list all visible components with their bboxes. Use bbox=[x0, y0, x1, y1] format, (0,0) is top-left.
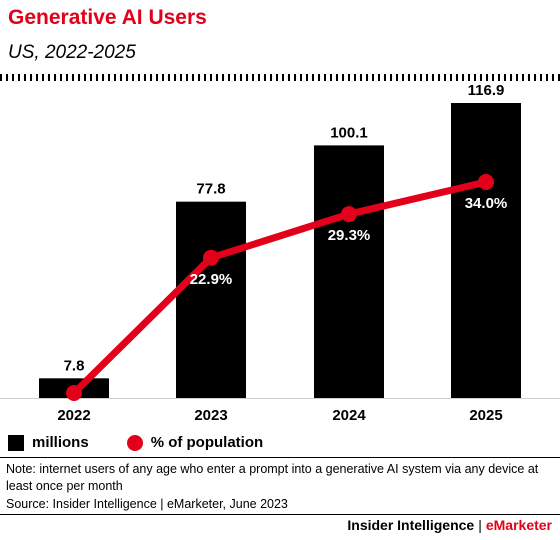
population-point-2025 bbox=[478, 174, 494, 190]
decorative-stripe-band bbox=[0, 74, 560, 81]
population-point-2024 bbox=[341, 206, 357, 223]
chart-subtitle: US, 2022-2025 bbox=[8, 42, 136, 63]
legend-label-millions: millions bbox=[32, 434, 89, 451]
chart-source: Source: Insider Intelligence | eMarketer… bbox=[6, 497, 288, 511]
bar-value-label-2023: 77.8 bbox=[196, 181, 225, 198]
x-tick-label-2023: 2023 bbox=[194, 407, 227, 424]
footer-separator: | bbox=[478, 517, 482, 533]
population-point-2022 bbox=[66, 385, 82, 401]
population-label-2024: 29.3% bbox=[328, 227, 371, 244]
bar-2025 bbox=[451, 103, 521, 398]
bar-swatch-icon bbox=[8, 434, 24, 451]
bar-2023 bbox=[176, 201, 246, 398]
legend-item-population: % of population bbox=[126, 434, 264, 451]
population-point-2023 bbox=[203, 249, 219, 266]
bar-value-label-2022: 7.8 bbox=[64, 357, 85, 374]
footer-brand-insider: Insider Intelligence bbox=[347, 517, 475, 533]
population-label-2023: 22.9% bbox=[190, 271, 233, 288]
x-tick-label-2025: 2025 bbox=[469, 407, 502, 424]
legend-label-population: % of population bbox=[150, 434, 264, 451]
population-line bbox=[70, 178, 490, 397]
bar-value-label-2025: 116.9 bbox=[468, 82, 505, 99]
legend-item-millions: millions bbox=[8, 434, 89, 451]
bar-2024 bbox=[314, 145, 384, 398]
chart-title: Generative AI Users bbox=[8, 6, 207, 29]
legend: millions % of population bbox=[8, 434, 301, 451]
chart-area: 7.8 77.8 100.1 116.9 2022 2023 2024 2025 22.9% 29… bbox=[0, 82, 560, 424]
footer-divider bbox=[0, 514, 560, 515]
population-label-2025: 34.0% bbox=[465, 195, 508, 212]
footer-brand: Insider Intelligence | eMarketer bbox=[347, 517, 552, 533]
bar-value-label-2024: 100.1 bbox=[330, 124, 368, 141]
line-swatch-icon bbox=[126, 434, 143, 451]
x-tick-label-2022: 2022 bbox=[57, 407, 90, 424]
note-divider bbox=[0, 457, 560, 458]
x-tick-label-2024: 2024 bbox=[332, 407, 366, 424]
chart-note: Note: internet users of any age who ente… bbox=[6, 462, 539, 493]
footer-brand-emarketer: eMarketer bbox=[485, 517, 552, 533]
